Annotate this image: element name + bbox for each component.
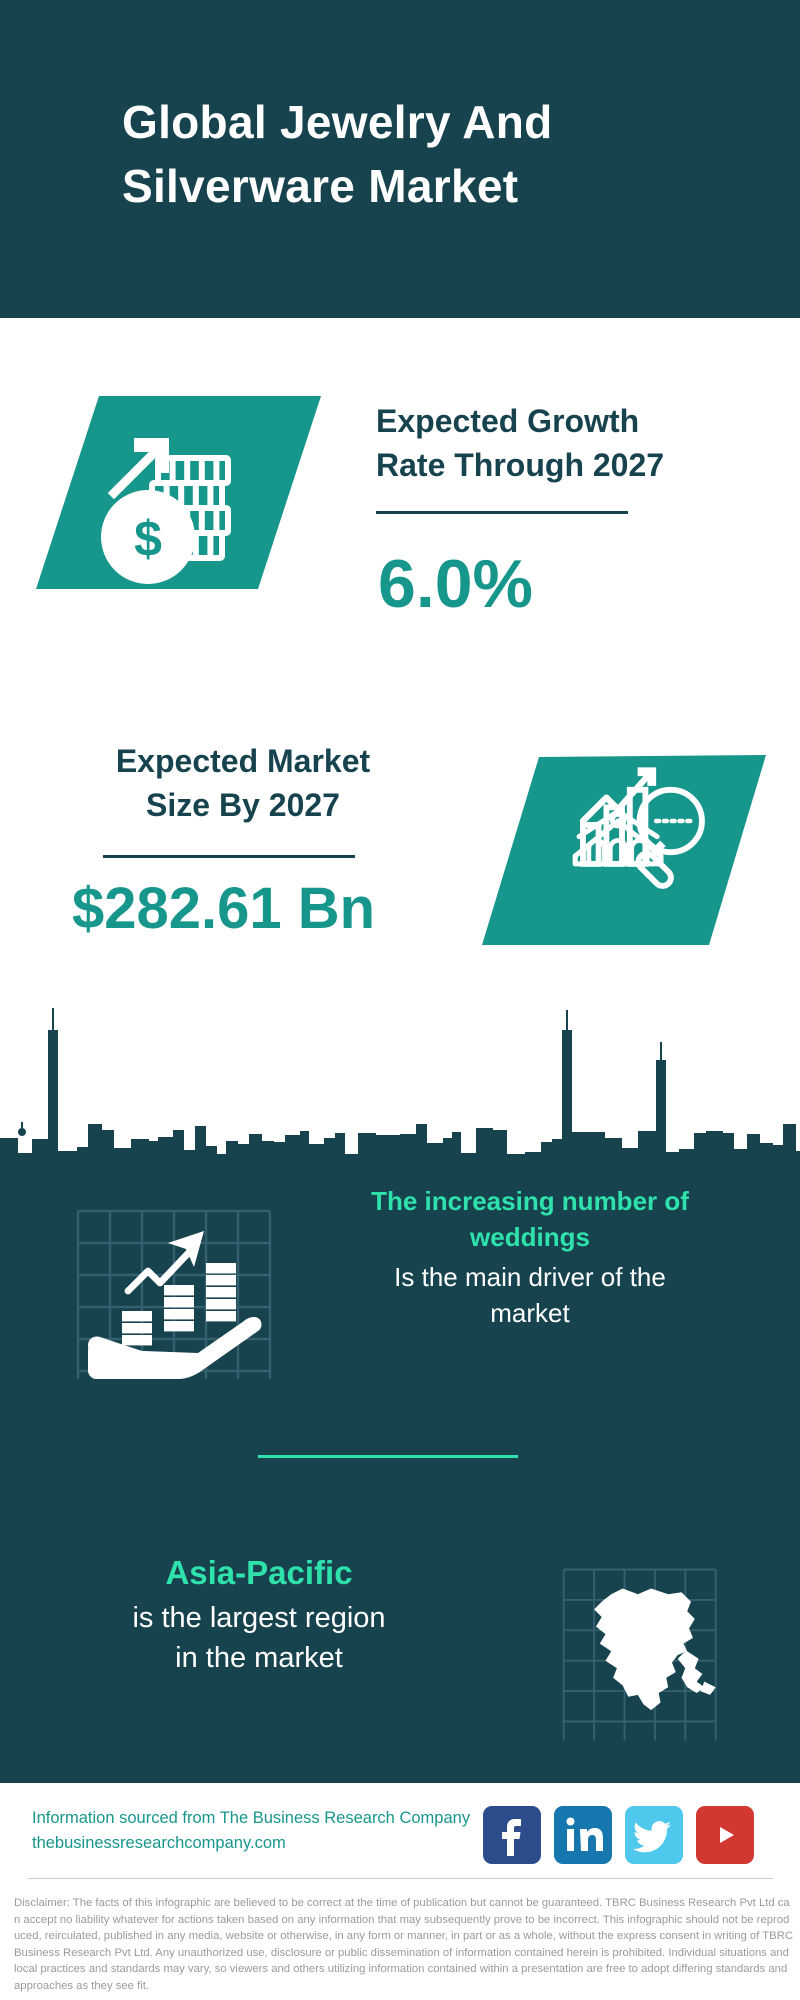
svg-text:$: $ <box>134 511 162 567</box>
